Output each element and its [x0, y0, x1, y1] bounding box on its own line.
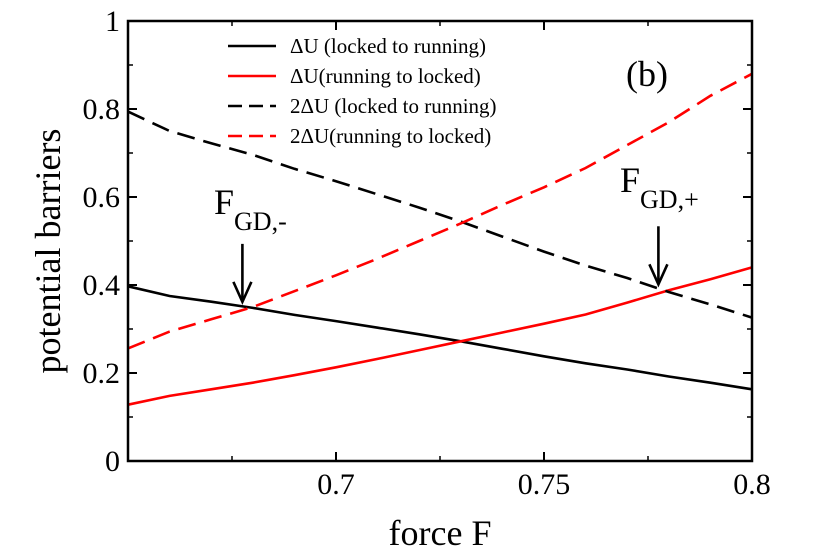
y-axis-title: potential barriers [28, 129, 68, 374]
y-tick-label: 0.4 [83, 269, 121, 302]
series-layer [127, 72, 753, 406]
x-tick-label: 0.7 [317, 468, 355, 501]
y-tick-label: 0.6 [83, 181, 121, 214]
panel-label: (b) [626, 54, 668, 94]
annotation-arrow-head [232, 281, 253, 306]
series-line-3 [127, 110, 753, 319]
annotation-label: FGD,- [214, 182, 287, 236]
annotations-layer: FGD,- FGD,+ [214, 160, 699, 306]
x-tick-label: 0.75 [518, 468, 571, 501]
plot-frame [126, 19, 754, 463]
legend-label: 2ΔU (locked to running) [290, 94, 497, 118]
legend-label: ΔU (locked to running) [290, 34, 486, 58]
y-tick-label: 1 [105, 5, 120, 38]
legend-label: 2ΔU(running to locked) [290, 124, 491, 148]
x-axis-title: force F [389, 513, 492, 553]
annotation-label: FGD,+ [620, 160, 699, 214]
legend: ΔU (locked to running) ΔU(running to lock… [228, 34, 497, 148]
series-line-4 [127, 72, 753, 350]
annotation-arrow-head [648, 263, 669, 288]
series-line-1 [127, 285, 753, 391]
x-tick-label: 0.8 [733, 468, 771, 501]
y-tick-label: 0.2 [83, 357, 121, 390]
legend-label: ΔU(running to locked) [290, 64, 481, 88]
series-line-2 [127, 266, 753, 406]
y-tick-label: 0.8 [83, 93, 121, 126]
y-tick-label: 0 [105, 445, 120, 478]
